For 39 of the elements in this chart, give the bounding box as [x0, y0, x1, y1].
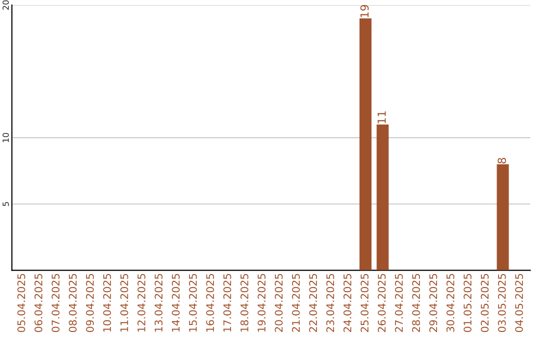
x-tick-label: 04.05.2025: [515, 274, 524, 332]
x-tick-label: 13.04.2025: [154, 274, 163, 332]
x-tick-label: 23.04.2025: [326, 274, 334, 332]
x-tick-label: 06.04.2025: [34, 274, 42, 332]
y-tick-label: 20: [2, 0, 9, 10]
x-tick-label: 03.05.2025: [498, 274, 506, 332]
data-label: 19: [360, 5, 369, 18]
x-tick-label: 02.05.2025: [480, 274, 489, 332]
x-tick-label: 27.04.2025: [394, 274, 403, 332]
y-tick-label: 10: [2, 132, 9, 142]
x-tick-label: 07.04.2025: [52, 274, 60, 332]
x-tick-label: 05.04.2025: [17, 274, 26, 332]
bar: [376, 124, 389, 270]
x-tick-label: 17.04.2025: [223, 274, 232, 332]
x-tick-label: 30.04.2025: [446, 274, 454, 332]
data-label: 11: [378, 111, 386, 124]
x-tick-label: 12.04.2025: [137, 274, 146, 332]
x-tick-label: 20.04.2025: [274, 274, 283, 332]
x-tick-label: 28.04.2025: [412, 274, 420, 332]
y-tick-label: 5: [2, 202, 9, 206]
x-tick-label: 01.05.2025: [464, 274, 472, 332]
x-tick-label: 21.04.2025: [292, 274, 300, 332]
x-tick-label: 18.04.2025: [240, 274, 248, 332]
bar: [359, 18, 372, 270]
x-tick-label: 08.04.2025: [68, 274, 77, 332]
x-tick-label: 29.04.2025: [429, 274, 438, 332]
bar: [496, 164, 509, 270]
x-tick-label: 26.04.2025: [378, 274, 386, 332]
x-tick-label: 22.04.2025: [309, 274, 318, 332]
x-tick-label: 24.04.2025: [343, 274, 352, 332]
x-tick-label: 16.04.2025: [206, 274, 214, 332]
x-tick-label: 19.04.2025: [258, 274, 266, 332]
x-tick-label: 09.04.2025: [86, 274, 94, 332]
x-tick-label: 14.04.2025: [172, 274, 180, 332]
x-tick-label: 15.04.2025: [188, 274, 197, 332]
x-tick-label: 11.04.2025: [120, 274, 128, 332]
x-tick-label: 25.04.2025: [360, 274, 369, 332]
x-tick-label: 10.04.2025: [103, 274, 112, 332]
data-label: 8: [498, 158, 506, 164]
